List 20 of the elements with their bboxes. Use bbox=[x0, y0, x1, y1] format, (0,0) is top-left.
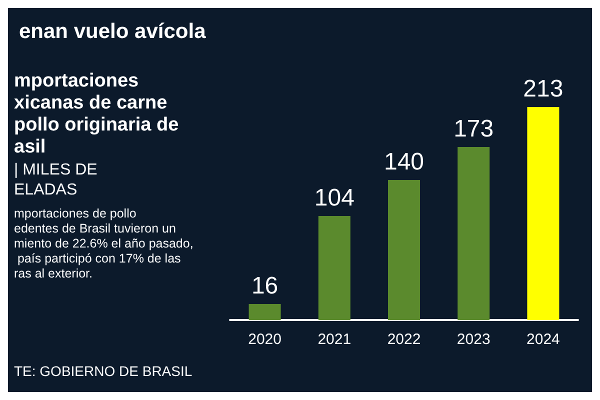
x-tick-label: 2022 bbox=[387, 331, 421, 348]
x-tick-label: 2024 bbox=[526, 331, 560, 348]
chart-title: enan vuelo avícola bbox=[19, 20, 206, 43]
bar bbox=[388, 180, 420, 320]
text: | MILES DE ELADAS bbox=[14, 162, 98, 198]
data-label: 213 bbox=[523, 76, 564, 102]
chart-subtitle: mportaciones xicanas de carne pollo originaria de asil bbox=[14, 70, 179, 158]
data-label: 140 bbox=[384, 148, 424, 176]
x-tick-label: 2023 bbox=[456, 331, 490, 348]
x-tick-label: 2020 bbox=[248, 331, 282, 348]
bar bbox=[318, 216, 350, 320]
data-label: 16 bbox=[251, 272, 278, 300]
bar bbox=[527, 107, 560, 320]
text: mportaciones de pollo edentes de Brasil tuvieron un miento de 22.6% el año pasado, país participó con 17% de las ras al exterior. bbox=[14, 206, 194, 280]
data-label: 104 bbox=[314, 184, 354, 212]
bar bbox=[458, 147, 490, 320]
bar bbox=[248, 304, 281, 320]
data-label: 173 bbox=[454, 116, 494, 142]
text: TE: GOBIERNO DE BRASIL bbox=[14, 363, 192, 379]
x-tick-label: 2021 bbox=[318, 331, 352, 348]
